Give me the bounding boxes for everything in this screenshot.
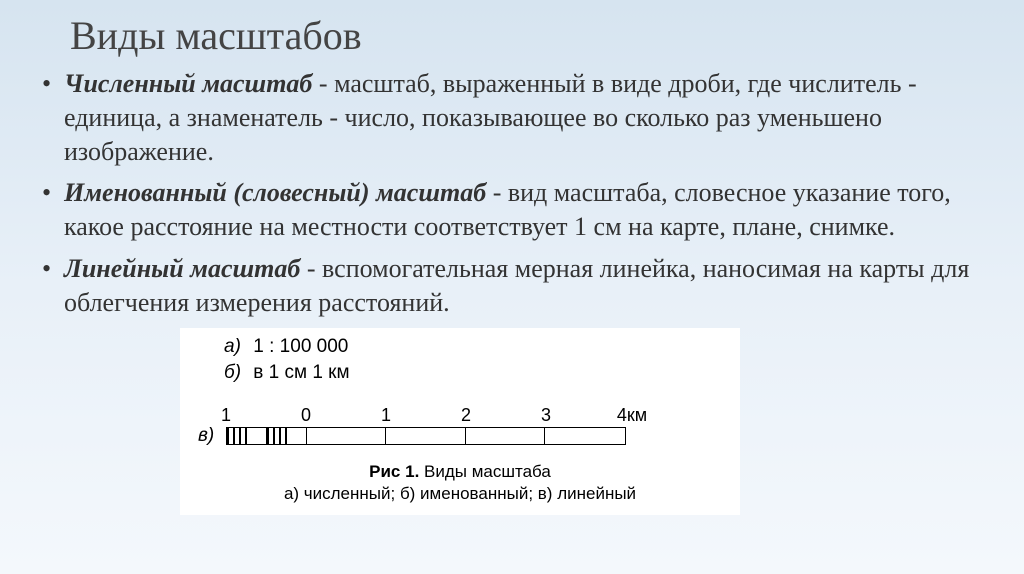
term: Численный масштаб [64,69,312,98]
ruler-segment [545,428,625,444]
tick-label: 3 [541,405,551,426]
term: Именованный (словесный) масштаб [64,178,486,207]
slide: Виды масштабов Численный масштаб - масшт… [0,0,1024,515]
ruler: 1 0 1 2 3 4км [226,405,626,445]
figure-number: Рис 1. [369,462,419,481]
bullet-item: Численный масштаб - масштаб, выраженный … [40,67,994,168]
example-value: в 1 см 1 км [253,362,349,383]
tick-label: 0 [301,405,311,426]
example-numeric: а) 1 : 100 000 [224,334,726,361]
tick-label: 2 [461,405,471,426]
figure-legend: а) численный; б) именованный; в) линейны… [284,484,636,503]
example-label: б) [224,360,248,387]
example-label: в) [198,425,222,447]
example-named: б) в 1 см 1 км [224,360,726,387]
tick-label: 1 [381,405,391,426]
figure-box: а) 1 : 100 000 б) в 1 см 1 км в) 1 0 1 2… [180,328,740,515]
bullet-item: Именованный (словесный) масштаб - вид ма… [40,176,994,244]
ruler-subsegment [267,428,287,444]
bullet-item: Линейный масштаб - вспомогательная мерна… [40,252,994,320]
slide-title: Виды масштабов [70,12,994,59]
tick-label: 4км [617,405,647,426]
ruler-subsegment [247,428,267,444]
ruler-subsegment [227,428,247,444]
example-value: 1 : 100 000 [253,336,348,357]
ruler-subsegment [287,428,307,444]
figure-title: Виды масштаба [419,462,551,481]
example-label: а) [224,334,248,361]
ruler-bar [226,427,626,445]
bullet-list: Численный масштаб - масштаб, выраженный … [30,67,994,320]
example-linear: в) 1 0 1 2 3 4км [198,405,726,445]
term: Линейный масштаб [64,254,300,283]
ruler-segment [307,428,387,444]
ruler-segment [386,428,466,444]
ruler-tick-labels: 1 0 1 2 3 4км [226,405,626,427]
tick-label: 1 [221,405,231,426]
figure-caption: Рис 1. Виды масштаба а) численный; б) им… [194,461,726,505]
ruler-segment [466,428,546,444]
